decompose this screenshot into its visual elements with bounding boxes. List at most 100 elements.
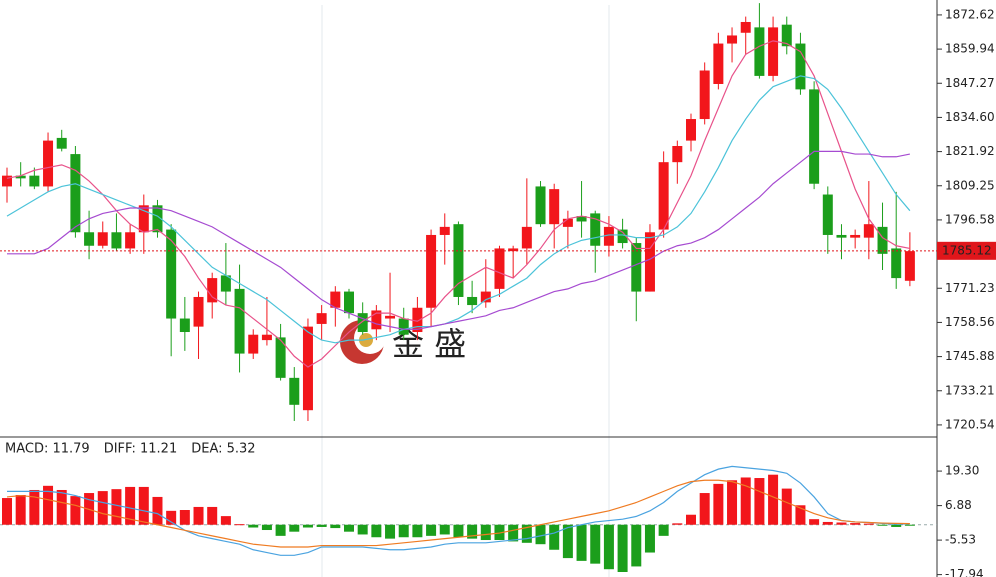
macd-bar [125,486,136,525]
macd-bar [193,506,204,525]
macd-bar [494,524,505,541]
candle-body [56,137,67,149]
macd-bar [97,491,108,525]
macd-line [6,479,910,548]
y-tick-label: 1745.88 [945,349,995,363]
macd-bar [521,524,532,543]
y-tick-label: 1872.62 [945,7,995,21]
macd-bar [603,524,614,570]
macd-bar [70,496,81,525]
macd-bar [207,506,218,525]
candle-body [2,175,12,187]
macd-bar [220,516,231,525]
macd-bar [138,486,149,525]
candle-body [248,334,259,354]
candle-body [699,70,710,120]
macd-bar [289,524,300,532]
candle-body [412,307,423,333]
macd-bar [850,523,861,525]
macd-bar [29,489,40,525]
macd-bar [686,514,696,525]
macd-bar [535,524,546,545]
candle-body [97,232,108,246]
y-tick-label: 19.30 [945,464,979,478]
candle-body [822,194,833,235]
macd-bar [809,519,820,525]
macd-bar [111,489,122,525]
candle-body [576,216,587,222]
y-tick-label: 1834.60 [945,110,995,124]
macd-bar [166,510,177,525]
candle-body [302,326,313,411]
macd-legend: MACD: 11.79 [5,442,90,457]
macd-bar [330,524,341,529]
macd-bar [426,524,437,536]
candle-body [166,229,177,319]
y-tick-label: 1859.94 [945,42,995,56]
candle-body [494,248,505,289]
y-tick-label: 1758.56 [945,315,995,329]
candle-body [371,310,382,330]
y-tick-label: 1809.25 [945,178,995,192]
y-tick-label: -17.94 [945,567,984,577]
macd-bar [740,477,751,525]
macd-bar [248,524,259,528]
macd-bar [152,496,163,525]
macd-bar [508,524,519,542]
candle-body [590,213,601,246]
macd-bar [781,488,792,525]
candle-body [836,234,847,238]
moving-average [6,75,911,344]
macd-bar [398,524,409,538]
macd-bar [658,524,669,536]
candle-body [521,226,532,249]
macd-bar [234,524,245,526]
macd-bar [863,523,874,525]
macd-bar [727,480,738,525]
candle-body [234,288,245,354]
candle-body [549,189,560,225]
macd-bar [357,524,368,535]
candle-body [398,318,409,335]
candle-body [631,243,642,292]
candle-body [439,226,450,235]
candle-body [850,234,861,238]
last-price-label: 1785.12 [942,243,992,257]
macd-bar [795,505,806,525]
macd-bar [836,522,847,525]
candle-body [43,140,54,187]
moving-average [6,40,910,368]
macd-bar [699,493,710,525]
macd-bar [275,524,286,536]
candle-body [70,154,81,233]
candle-body [289,377,300,405]
candle-body [686,119,696,141]
candle-body [179,318,190,333]
candle-body [809,89,820,184]
macd-bar [891,524,902,527]
candle-body [138,205,149,233]
candle-body [740,21,751,33]
candle-body [603,226,614,246]
candle-body [617,229,628,244]
macd-bar [644,524,655,553]
macd-legend: DEA: 5.32 [191,442,255,457]
candle-body [261,334,272,341]
macd-bar [371,524,382,538]
macd-bar [302,524,313,528]
candle-body [768,27,779,76]
macd-bar [385,524,396,539]
candle-body [84,232,95,246]
candle-body [480,291,491,303]
candle-body [426,234,437,308]
macd-bar [43,485,54,525]
macd-bar [713,483,724,525]
candle-body [713,43,724,84]
y-tick-label: 1796.58 [945,212,995,226]
candle-body [795,43,806,90]
candle-body [193,296,204,327]
macd-bar [576,524,587,561]
macd-bar [261,524,272,531]
macd-line [7,465,910,556]
candle-body [863,224,874,238]
